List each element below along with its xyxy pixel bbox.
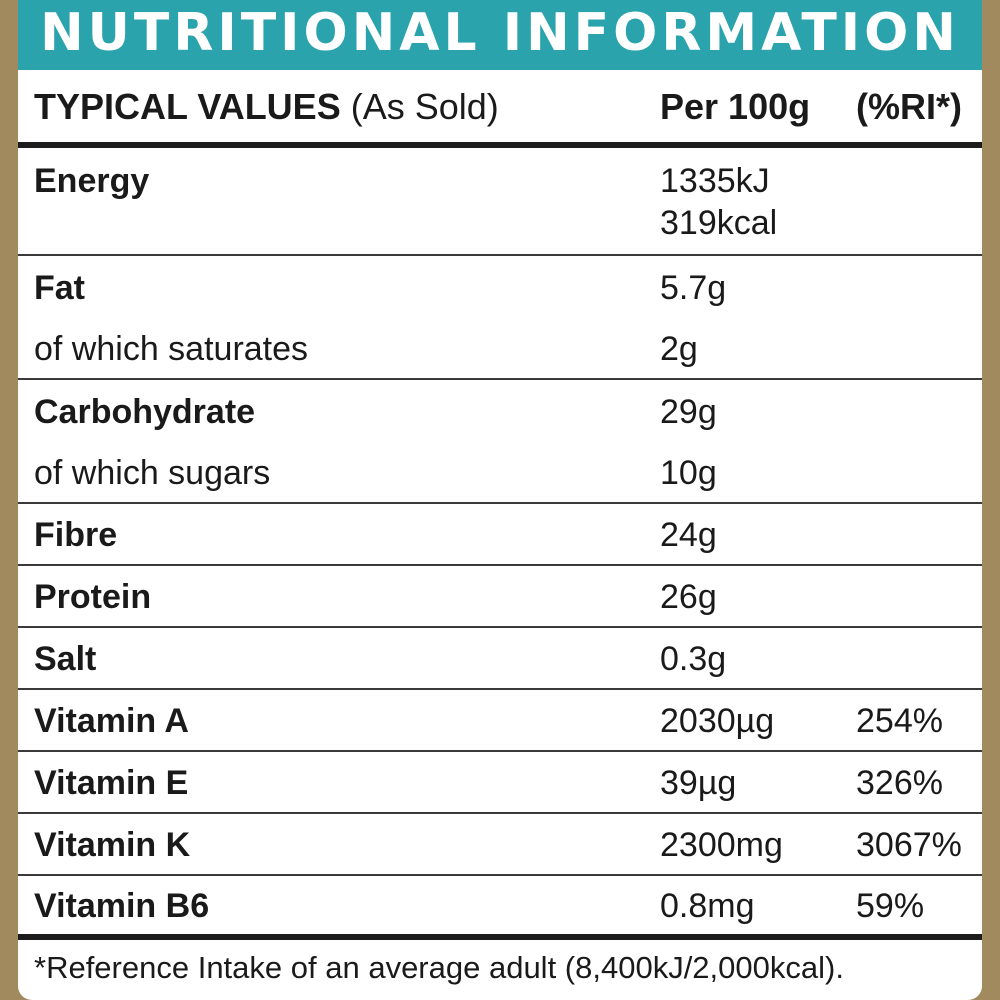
nutrient-name: Energy <box>34 162 150 200</box>
nutrient-name: Salt <box>34 640 97 678</box>
nutrition-panel: NUTRITIONAL INFORMATION TYPICAL VALUES (… <box>18 0 982 1000</box>
nutrient-value-kcal: 319kcal <box>660 204 778 242</box>
row-fibre: Fibre 24g <box>18 504 982 566</box>
row-vitamin-e: Vitamin E 39µg 326% <box>18 752 982 814</box>
row-energy: Energy 1335kJ 319kcal <box>18 148 982 256</box>
nutrient-ri: 326% <box>856 764 943 802</box>
nutrient-name: of which saturates <box>34 330 309 368</box>
row-vitamin-k: Vitamin K 2300mg 3067% <box>18 814 982 876</box>
nutrient-name: Protein <box>34 578 152 616</box>
row-protein: Protein 26g <box>18 566 982 628</box>
table-header: TYPICAL VALUES (As Sold) Per 100g (%RI*) <box>18 70 982 148</box>
header-as-sold: (As Sold) <box>340 86 499 127</box>
row-vitamin-a: Vitamin A 2030µg 254% <box>18 690 982 752</box>
nutrient-ri: 3067% <box>856 826 962 864</box>
row-saturates: of which saturates 2g <box>18 318 982 380</box>
nutrient-ri: 59% <box>856 887 925 925</box>
header-ri: (%RI*) <box>856 86 962 127</box>
row-sugars: of which sugars 10g <box>18 442 982 504</box>
nutrient-ri: 254% <box>856 702 943 740</box>
nutrient-name: Fat <box>34 269 85 307</box>
nutrient-value: 26g <box>660 578 717 616</box>
nutrition-banner-title: NUTRITIONAL INFORMATION <box>18 0 982 70</box>
nutrient-value: 5.7g <box>660 269 727 307</box>
nutrient-value: 39µg <box>660 764 737 802</box>
row-vitamin-b6: Vitamin B6 0.8mg 59% <box>18 876 982 940</box>
row-fat: Fat 5.7g <box>18 256 982 318</box>
row-salt: Salt 0.3g <box>18 628 982 690</box>
nutrient-value: 24g <box>660 516 717 554</box>
nutrient-value: 29g <box>660 393 717 431</box>
row-carbohydrate: Carbohydrate 29g <box>18 380 982 442</box>
nutrient-name: Vitamin E <box>34 764 189 802</box>
nutrient-value: 0.3g <box>660 640 727 678</box>
nutrient-name: Vitamin A <box>34 702 189 740</box>
nutrient-value: 2g <box>660 330 698 368</box>
nutrition-table: TYPICAL VALUES (As Sold) Per 100g (%RI*)… <box>18 70 982 940</box>
nutrient-name: of which sugars <box>34 454 271 492</box>
nutrient-value-kj: 1335kJ <box>660 162 770 200</box>
nutrient-value: 2030µg <box>660 702 775 740</box>
nutrient-value: 0.8mg <box>660 887 755 925</box>
header-typical-values: TYPICAL VALUES (As Sold) <box>34 86 499 128</box>
nutrient-value: 10g <box>660 454 717 492</box>
nutrient-name: Vitamin B6 <box>34 887 210 925</box>
header-typical-values-label: TYPICAL VALUES <box>34 86 341 127</box>
nutrient-name: Fibre <box>34 516 118 554</box>
nutrient-name: Vitamin K <box>34 826 191 864</box>
nutrient-value: 2300mg <box>660 826 783 864</box>
header-per-100g: Per 100g <box>660 86 811 127</box>
nutrient-name: Carbohydrate <box>34 393 256 431</box>
reference-intake-footnote: *Reference Intake of an average adult (8… <box>34 950 844 985</box>
